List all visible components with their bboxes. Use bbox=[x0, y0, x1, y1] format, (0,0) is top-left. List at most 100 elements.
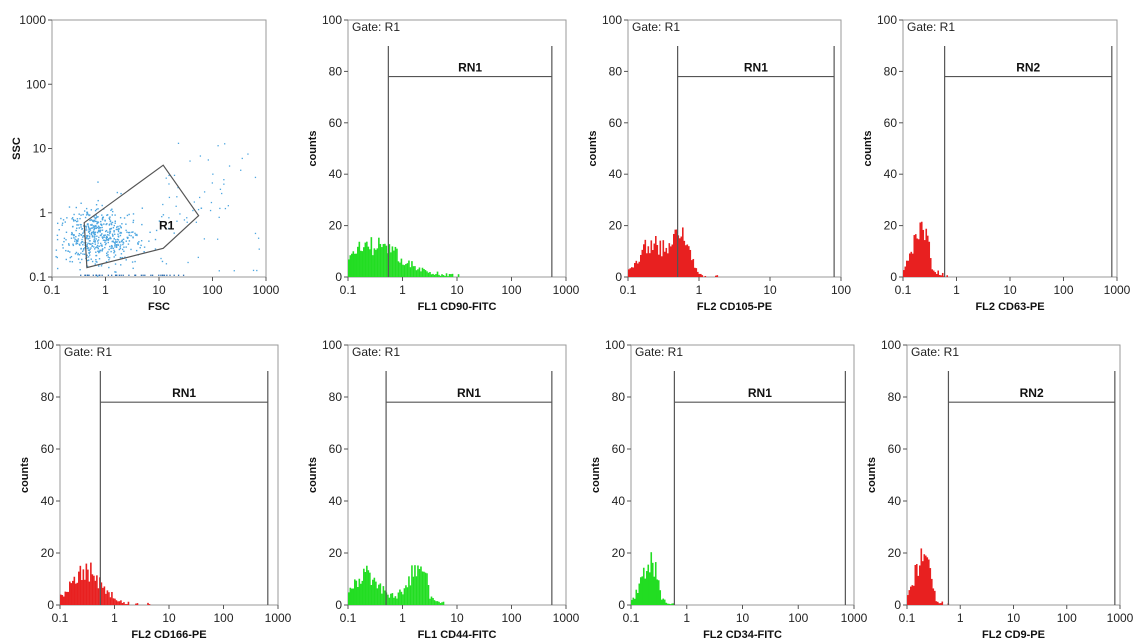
scatter-point bbox=[114, 244, 116, 246]
scatter-point bbox=[80, 248, 82, 250]
scatter-point bbox=[158, 220, 161, 222]
scatter-point bbox=[79, 217, 81, 220]
scatter-point bbox=[80, 214, 82, 216]
scatter-point bbox=[72, 218, 75, 221]
scatter-point bbox=[117, 235, 119, 237]
histogram-bar bbox=[403, 265, 406, 277]
scatter-point bbox=[93, 231, 95, 234]
scatter-point bbox=[125, 223, 127, 225]
histogram-bars bbox=[60, 562, 151, 605]
y-tick-label: 0 bbox=[47, 598, 54, 612]
scatter-point bbox=[125, 246, 127, 248]
y-tick-label: 100 bbox=[322, 13, 342, 27]
scatter-point bbox=[87, 225, 90, 228]
y-tick-label: 1 bbox=[39, 206, 46, 220]
scatter-point bbox=[78, 233, 81, 235]
histogram-bar bbox=[662, 598, 665, 605]
scatter-point bbox=[134, 234, 137, 236]
scatter-point bbox=[104, 234, 106, 236]
histogram-bar bbox=[932, 588, 935, 605]
scatter-point bbox=[90, 209, 93, 211]
plot-frame bbox=[630, 344, 855, 606]
histogram-bar bbox=[663, 599, 666, 605]
scatter-point bbox=[95, 274, 97, 276]
scatter-point bbox=[110, 244, 113, 247]
scatter-point bbox=[119, 247, 122, 250]
histogram-bar bbox=[375, 249, 377, 277]
histogram-bar bbox=[911, 585, 914, 605]
scatter-point bbox=[108, 217, 110, 219]
panel-5: 0.1 1 10 100 1000 0 20 40 60 80 100 FL2 CD166-PE cou… bbox=[19, 338, 292, 641]
scatter-point bbox=[199, 155, 202, 157]
scatter-point bbox=[68, 206, 71, 208]
histogram-bar bbox=[639, 577, 642, 605]
scatter-point bbox=[106, 223, 108, 225]
histogram-bar bbox=[363, 247, 365, 277]
gate-caption: Gate: R1 bbox=[911, 345, 959, 359]
scatter-point bbox=[107, 239, 110, 241]
y-tick-label: 100 bbox=[322, 338, 342, 352]
scatter-point bbox=[80, 202, 82, 204]
histogram-bar bbox=[115, 600, 118, 605]
scatter-point bbox=[111, 247, 113, 249]
scatter-point bbox=[140, 240, 143, 242]
histogram-bar bbox=[402, 594, 404, 605]
scatter-point bbox=[87, 234, 89, 237]
histogram-bar bbox=[441, 602, 443, 605]
scatter-points bbox=[55, 142, 260, 277]
scatter-point bbox=[108, 223, 111, 225]
scatter-point bbox=[92, 219, 94, 222]
scatter-point bbox=[121, 248, 124, 251]
histogram-bar bbox=[423, 269, 425, 277]
scatter-point bbox=[104, 230, 107, 233]
histogram-bar bbox=[409, 267, 412, 277]
y-tick-label: 60 bbox=[329, 116, 343, 130]
histogram-bar bbox=[81, 580, 83, 605]
histogram-bar bbox=[442, 275, 445, 277]
scatter-point bbox=[118, 274, 121, 276]
scatter-point bbox=[82, 232, 84, 234]
scatter-point bbox=[93, 226, 95, 229]
histogram-bar bbox=[390, 593, 392, 605]
scatter-point bbox=[92, 231, 94, 233]
scatter-point bbox=[114, 246, 116, 248]
scatter-point bbox=[108, 248, 110, 251]
y-tick-label: 0 bbox=[335, 598, 342, 612]
scatter-point bbox=[87, 213, 89, 215]
scatter-point bbox=[126, 214, 129, 217]
scatter-point bbox=[74, 219, 76, 222]
y-tick-label: 60 bbox=[609, 116, 623, 130]
scatter-point bbox=[109, 230, 112, 233]
histogram-bar bbox=[390, 252, 392, 277]
scatter-point bbox=[224, 207, 227, 210]
histogram-bar bbox=[364, 572, 367, 605]
scatter-point bbox=[189, 160, 191, 162]
histogram-bar bbox=[88, 581, 91, 605]
scatter-point bbox=[119, 241, 121, 244]
scatter-point bbox=[114, 241, 117, 243]
scatter-point bbox=[63, 237, 66, 240]
scatter-point bbox=[160, 274, 162, 276]
histogram-bar bbox=[82, 569, 85, 605]
scatter-point bbox=[161, 260, 164, 263]
scatter-point bbox=[155, 229, 158, 232]
scatter-point bbox=[163, 274, 166, 276]
scatter-point bbox=[120, 226, 122, 228]
scatter-point bbox=[101, 274, 103, 276]
scatter-point bbox=[109, 216, 111, 218]
scatter-point bbox=[95, 204, 98, 206]
scatter-point bbox=[72, 244, 75, 247]
histogram-bar bbox=[657, 580, 660, 605]
histogram-bar bbox=[695, 268, 698, 277]
scatter-point bbox=[127, 236, 129, 239]
scatter-point bbox=[109, 236, 111, 239]
histogram-bar bbox=[928, 241, 931, 277]
scatter-point bbox=[97, 216, 99, 218]
y-tick-label: 80 bbox=[884, 64, 898, 78]
scatter-point bbox=[94, 233, 96, 235]
histogram-bar bbox=[66, 591, 68, 605]
scatter-point bbox=[68, 244, 70, 246]
scatter-point bbox=[94, 241, 96, 243]
histogram-bar bbox=[631, 599, 633, 605]
scatter-point bbox=[200, 207, 202, 209]
